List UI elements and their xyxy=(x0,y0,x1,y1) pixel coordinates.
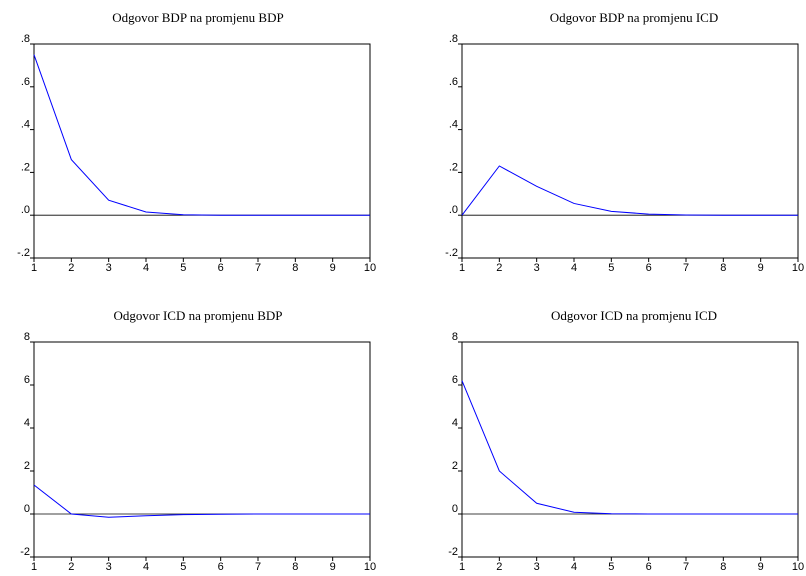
x-tick-label: 10 xyxy=(792,262,804,274)
x-tick-label: 1 xyxy=(459,262,465,274)
y-tick-label: 8 xyxy=(24,331,30,343)
y-tick-label: 0 xyxy=(452,503,458,515)
x-tick-label: 2 xyxy=(496,262,502,274)
y-tick-label: -2 xyxy=(448,546,458,558)
y-tick-label: 4 xyxy=(24,417,30,429)
chart-title: Odgovor BDP na promjenu BDP xyxy=(112,10,283,25)
x-tick-label: 5 xyxy=(180,561,186,573)
series-line xyxy=(33,484,370,518)
x-tick-label: 8 xyxy=(292,561,298,573)
series-line xyxy=(461,165,798,216)
x-tick-label: 6 xyxy=(218,262,224,274)
x-tick-label: 7 xyxy=(255,561,261,573)
x-tick-label: 9 xyxy=(330,262,336,274)
y-tick-label: 2 xyxy=(452,460,458,472)
y-tick-label: -2 xyxy=(20,546,30,558)
x-tick-label: 9 xyxy=(758,561,764,573)
series-line xyxy=(33,54,370,216)
y-tick-label: 0 xyxy=(24,503,30,515)
x-tick-label: 3 xyxy=(534,561,540,573)
panel-icd-bdp: Odgovor ICD na promjenu BDP -2 0 2 4 6 8 1 2 3 4 5 6… xyxy=(20,308,376,573)
x-tick-label: 8 xyxy=(292,262,298,274)
y-tick-label: 6 xyxy=(24,374,30,386)
chart-title: Odgovor ICD na promjenu ICD xyxy=(551,308,717,323)
y-tick-label: .6 xyxy=(449,76,458,88)
y-tick-label: -.2 xyxy=(17,247,30,259)
chart-title: Odgovor BDP na promjenu ICD xyxy=(550,10,719,25)
x-tick-label: 2 xyxy=(68,561,74,573)
x-tick-label: 10 xyxy=(364,262,376,274)
plot-frame xyxy=(33,43,371,259)
panel-icd-icd: Odgovor ICD na promjenu ICD -2 0 2 4 6 8 1 2 3 4 5 6… xyxy=(448,308,804,573)
x-tick-label: 1 xyxy=(459,561,465,573)
x-tick-label: 3 xyxy=(106,262,112,274)
x-tick-label: 4 xyxy=(571,262,577,274)
y-tick-label: 8 xyxy=(452,331,458,343)
x-tick-label: 10 xyxy=(792,561,804,573)
x-tick-label: 7 xyxy=(683,561,689,573)
x-tick-label: 5 xyxy=(180,262,186,274)
y-tick-label: 6 xyxy=(452,374,458,386)
x-tick-label: 6 xyxy=(218,561,224,573)
x-tick-label: 4 xyxy=(143,262,149,274)
x-tick-label: 8 xyxy=(720,561,726,573)
x-tick-label: 4 xyxy=(143,561,149,573)
panel-bdp-bdp: Odgovor BDP na promjenu BDP -.2 .0 .2 .4 .6 .8… xyxy=(17,10,376,274)
x-tick-label: 4 xyxy=(571,561,577,573)
x-tick-label: 2 xyxy=(68,262,74,274)
plot-frame xyxy=(461,43,799,259)
y-tick-label: 4 xyxy=(452,417,458,429)
x-tick-label: 5 xyxy=(608,262,614,274)
y-tick-label: .8 xyxy=(449,33,458,45)
y-tick-label: 2 xyxy=(24,460,30,472)
y-tick-label: .2 xyxy=(21,161,30,173)
series-line xyxy=(461,380,798,515)
x-tick-label: 3 xyxy=(534,262,540,274)
x-tick-label: 6 xyxy=(646,262,652,274)
x-tick-label: 9 xyxy=(330,561,336,573)
y-tick-label: .4 xyxy=(21,119,30,131)
x-tick-label: 2 xyxy=(496,561,502,573)
x-tick-label: 1 xyxy=(31,262,37,274)
x-tick-label: 9 xyxy=(758,262,764,274)
plot-frame xyxy=(33,341,371,558)
x-tick-label: 8 xyxy=(720,262,726,274)
x-tick-label: 7 xyxy=(255,262,261,274)
x-tick-label: 5 xyxy=(608,561,614,573)
y-tick-label: .0 xyxy=(449,204,458,216)
y-tick-label: .2 xyxy=(449,161,458,173)
x-tick-label: 1 xyxy=(31,561,37,573)
y-tick-label: .4 xyxy=(449,119,458,131)
x-tick-label: 6 xyxy=(646,561,652,573)
x-tick-label: 10 xyxy=(364,561,376,573)
y-tick-label: .0 xyxy=(21,204,30,216)
x-tick-label: 7 xyxy=(683,262,689,274)
x-tick-label: 3 xyxy=(106,561,112,573)
chart-title: Odgovor ICD na promjenu BDP xyxy=(114,308,283,323)
y-tick-label: -.2 xyxy=(445,247,458,259)
y-tick-label: .6 xyxy=(21,76,30,88)
plot-frame xyxy=(461,341,799,558)
y-tick-label: .8 xyxy=(21,33,30,45)
panel-bdp-icd: Odgovor BDP na promjenu ICD -.2 .0 .2 .4 .6 .8… xyxy=(445,10,804,274)
